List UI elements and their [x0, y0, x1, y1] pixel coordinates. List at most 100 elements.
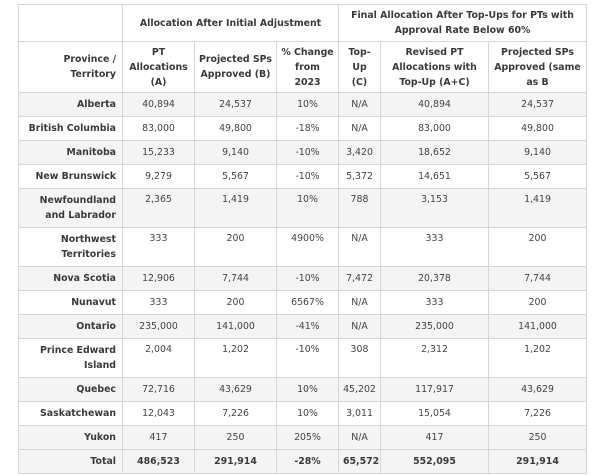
col-header-projected-same: Projected SPs Approved (same as B [487, 41, 588, 93]
cell-change: -10% [276, 140, 339, 165]
cell-change: -10% [276, 266, 339, 291]
cell-projected-same: 250 [487, 425, 588, 450]
cell-projected: 1,202 [194, 338, 277, 378]
table-row: Yukon 417 250 205% N/A 417 250 [18, 425, 588, 450]
cell-projected: 7,744 [194, 266, 277, 291]
cell-revised: 15,054 [380, 401, 489, 426]
cell-pt-alloc: 2,365 [122, 188, 195, 228]
cell-change: 10% [276, 377, 339, 402]
cell-projected-same: 5,567 [487, 164, 588, 189]
cell-revised: 333 [380, 227, 489, 267]
table-row: Ontario 235,000 141,000 -41% N/A 235,000… [18, 314, 588, 339]
cell-projected: 1,419 [194, 188, 277, 228]
cell-change: 4900% [276, 227, 339, 267]
cell-topup: 3,420 [338, 140, 381, 165]
cell-revised: 235,000 [380, 314, 489, 339]
cell-pt-alloc: 333 [122, 290, 195, 315]
table-row: Quebec 72,716 43,629 10% 45,202 117,917 … [18, 377, 588, 402]
cell-projected-same: 7,226 [487, 401, 588, 426]
group-header-initial: Allocation After Initial Adjustment [122, 4, 339, 42]
cell-total-projected-same: 291,914 [487, 449, 588, 474]
cell-pt-alloc: 15,233 [122, 140, 195, 165]
cell-topup: 45,202 [338, 377, 381, 402]
cell-pt-alloc: 235,000 [122, 314, 195, 339]
table-row: Northwest Territories 333 200 4900% N/A … [18, 227, 588, 267]
cell-projected: 9,140 [194, 140, 277, 165]
cell-province: Ontario [18, 314, 123, 339]
cell-projected-same: 200 [487, 290, 588, 315]
cell-pt-alloc: 83,000 [122, 116, 195, 141]
table-row: British Columbia 83,000 49,800 -18% N/A … [18, 116, 588, 141]
cell-topup: N/A [338, 425, 381, 450]
cell-topup: 7,472 [338, 266, 381, 291]
cell-projected: 7,226 [194, 401, 277, 426]
cell-topup: 788 [338, 188, 381, 228]
cell-revised: 117,917 [380, 377, 489, 402]
cell-province: Saskatchewan [18, 401, 123, 426]
table-row: Newfoundland and Labrador 2,365 1,419 10… [18, 188, 588, 228]
cell-revised: 3,153 [380, 188, 489, 228]
cell-province: Newfoundland and Labrador [18, 188, 123, 228]
table-row: Prince Edward Island 2,004 1,202 -10% 30… [18, 338, 588, 378]
cell-province: Alberta [18, 92, 123, 117]
cell-total-projected: 291,914 [194, 449, 277, 474]
cell-change: -10% [276, 164, 339, 189]
cell-pt-alloc: 40,894 [122, 92, 195, 117]
cell-province: Yukon [18, 425, 123, 450]
cell-revised: 14,651 [380, 164, 489, 189]
cell-change: 205% [276, 425, 339, 450]
cell-projected-same: 1,202 [487, 338, 588, 378]
cell-change: 10% [276, 401, 339, 426]
cell-topup: 3,011 [338, 401, 381, 426]
cell-pt-alloc: 333 [122, 227, 195, 267]
cell-change: -41% [276, 314, 339, 339]
cell-topup: 5,372 [338, 164, 381, 189]
table-row: Saskatchewan 12,043 7,226 10% 3,011 15,0… [18, 401, 588, 426]
cell-projected-same: 43,629 [487, 377, 588, 402]
col-header-province: Province / Territory [18, 41, 123, 93]
table-row: Manitoba 15,233 9,140 -10% 3,420 18,652 … [18, 140, 588, 165]
cell-projected-same: 7,744 [487, 266, 588, 291]
cell-province: Nunavut [18, 290, 123, 315]
table-row: New Brunswick 9,279 5,567 -10% 5,372 14,… [18, 164, 588, 189]
cell-total-label: Total [18, 449, 123, 474]
cell-topup: N/A [338, 227, 381, 267]
cell-total-pt-alloc: 486,523 [122, 449, 195, 474]
cell-total-change: -28% [276, 449, 339, 474]
cell-change: 10% [276, 92, 339, 117]
cell-change: 6567% [276, 290, 339, 315]
col-header-pt-allocations: PT Allocations (A) [122, 41, 195, 93]
cell-projected-same: 141,000 [487, 314, 588, 339]
cell-projected: 24,537 [194, 92, 277, 117]
cell-projected-same: 200 [487, 227, 588, 267]
column-header-row: Province / Territory PT Allocations (A) … [18, 41, 588, 93]
table-row: Nova Scotia 12,906 7,744 -10% 7,472 20,3… [18, 266, 588, 291]
cell-projected-same: 1,419 [487, 188, 588, 228]
cell-pt-alloc: 9,279 [122, 164, 195, 189]
col-header-change: % Change from 2023 [276, 41, 339, 93]
cell-topup: N/A [338, 314, 381, 339]
table-row: Nunavut 333 200 6567% N/A 333 200 [18, 290, 588, 315]
cell-province: Nova Scotia [18, 266, 123, 291]
cell-revised: 333 [380, 290, 489, 315]
cell-topup: 308 [338, 338, 381, 378]
cell-province: New Brunswick [18, 164, 123, 189]
cell-topup: N/A [338, 92, 381, 117]
col-header-projected-sps: Projected SPs Approved (B) [194, 41, 277, 93]
cell-pt-alloc: 12,906 [122, 266, 195, 291]
cell-projected-same: 24,537 [487, 92, 588, 117]
col-header-revised: Revised PT Allocations with Top-Up (A+C) [380, 41, 489, 93]
cell-projected-same: 9,140 [487, 140, 588, 165]
cell-change: -10% [276, 338, 339, 378]
cell-projected: 49,800 [194, 116, 277, 141]
cell-topup: N/A [338, 116, 381, 141]
cell-projected: 43,629 [194, 377, 277, 402]
cell-projected: 200 [194, 227, 277, 267]
cell-revised: 40,894 [380, 92, 489, 117]
allocation-table-container: Allocation After Initial Adjustment Fina… [18, 4, 588, 474]
cell-topup: N/A [338, 290, 381, 315]
cell-pt-alloc: 72,716 [122, 377, 195, 402]
cell-projected: 141,000 [194, 314, 277, 339]
cell-province: Prince Edward Island [18, 338, 123, 378]
cell-province: Quebec [18, 377, 123, 402]
